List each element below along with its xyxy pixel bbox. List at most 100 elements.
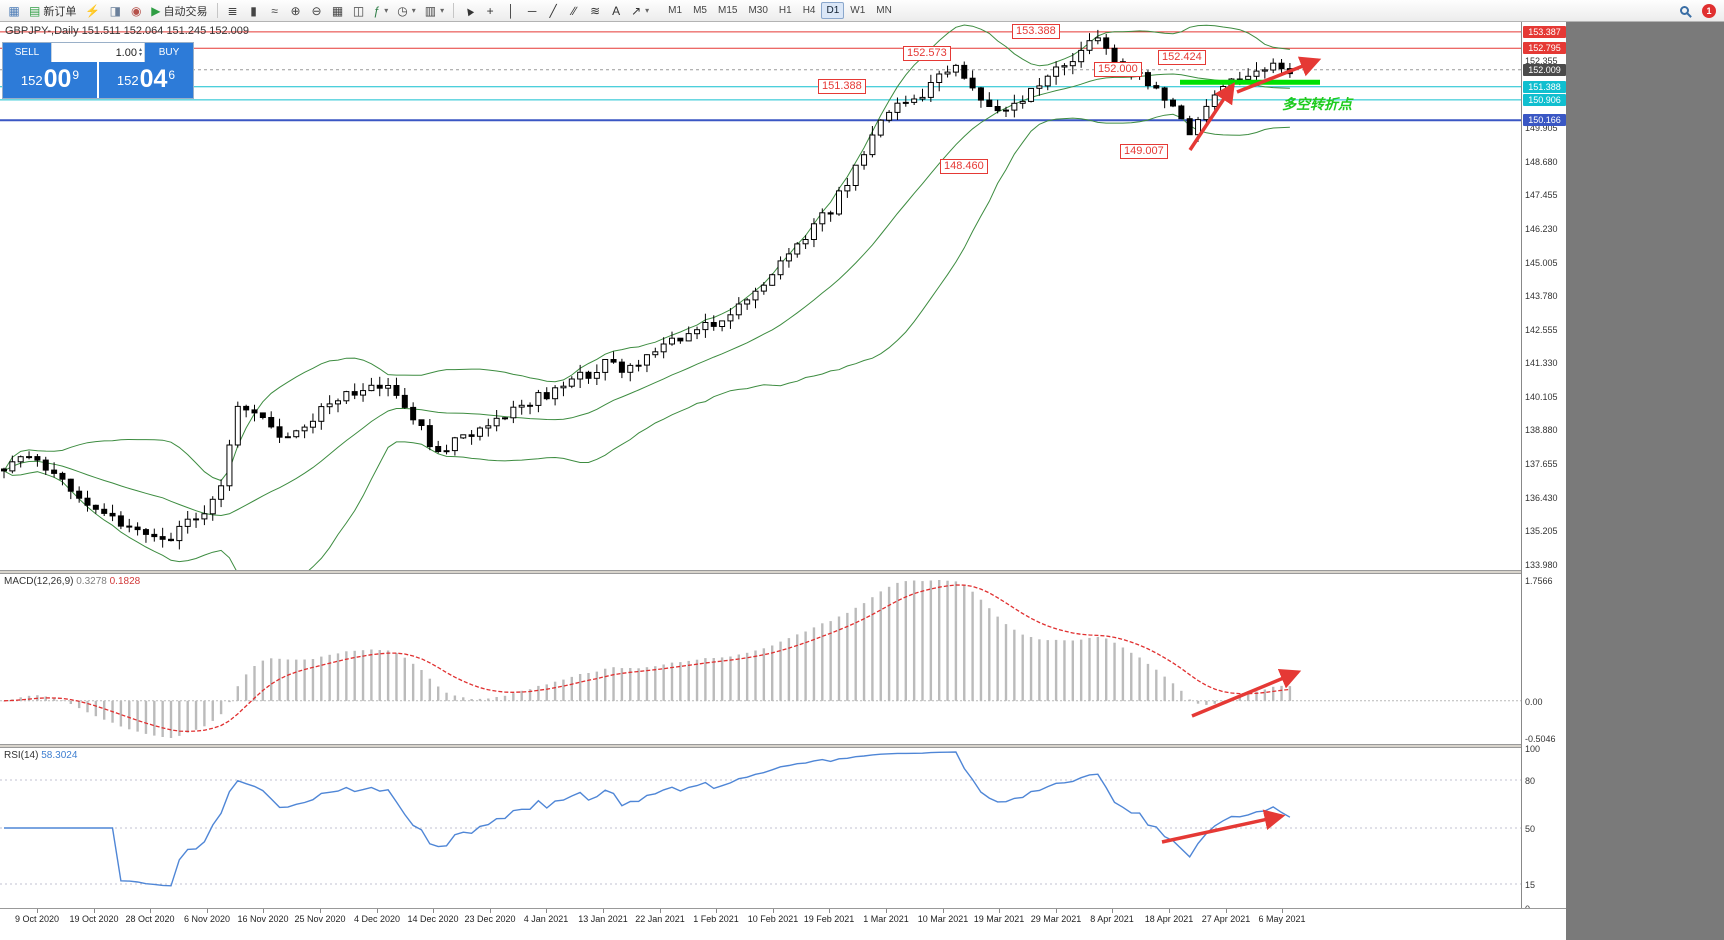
price-axis-label: 137.655 bbox=[1525, 459, 1558, 469]
bar-chart-icon: ≣ bbox=[227, 3, 238, 18]
rsi-indicator-label: RSI(14) 58.3024 bbox=[4, 750, 77, 761]
zoom-in-button[interactable]: ⊕ bbox=[286, 2, 306, 20]
chart-window[interactable]: 152.355 149.905 148.680 147.455 146.230 145.0… bbox=[0, 22, 1566, 940]
vertical-line-button[interactable]: │ bbox=[501, 2, 521, 20]
trendline-button[interactable]: ╱ bbox=[543, 2, 563, 20]
notification-badge[interactable]: 1 bbox=[1702, 3, 1716, 18]
time-tick bbox=[94, 909, 95, 913]
rsi-axis-label: 15 bbox=[1525, 880, 1536, 890]
fibonacci-icon: ≋ bbox=[590, 3, 601, 18]
time-tick bbox=[37, 909, 38, 913]
price-annotation-label[interactable]: 148.460 bbox=[940, 159, 988, 174]
tile-windows-button[interactable]: ▦ bbox=[328, 2, 348, 20]
time-axis-label: 25 Nov 2020 bbox=[294, 914, 346, 924]
arrows-tool-icon: ↗ bbox=[631, 3, 642, 18]
candlestick-chart-button[interactable]: ▮ bbox=[244, 2, 264, 20]
timeframe-m1[interactable]: M1 bbox=[668, 5, 683, 16]
price-axis-label: 133.980 bbox=[1525, 559, 1558, 570]
price-axis-label: 135.205 bbox=[1525, 526, 1558, 537]
buy-price-button[interactable]: 152 04 6 bbox=[99, 62, 193, 98]
volume-down-icon[interactable]: ▾ bbox=[138, 51, 142, 58]
alerts-icon: ◉ bbox=[131, 3, 142, 18]
price-axis-label: 146.230 bbox=[1525, 224, 1558, 235]
price-annotation-label[interactable]: 153.388 bbox=[1012, 24, 1060, 39]
time-axis-label: 10 Mar 2021 bbox=[917, 914, 969, 924]
price-tag: 151.388 bbox=[1523, 81, 1566, 93]
price-annotation-label[interactable]: 149.007 bbox=[1120, 144, 1168, 159]
price-tag: 153.387 bbox=[1523, 26, 1566, 38]
new-order-button[interactable]: ▤ 新订单 bbox=[25, 2, 80, 20]
timeframe-m5[interactable]: M5 bbox=[693, 5, 707, 16]
crosshair-icon: + bbox=[486, 3, 494, 18]
new-order-icon: ▤ bbox=[29, 3, 41, 18]
main-price-panel[interactable] bbox=[0, 22, 1521, 591]
time-axis-label: 10 Feb 2021 bbox=[747, 914, 799, 924]
time-axis-label: 19 Mar 2021 bbox=[973, 914, 1025, 924]
alerts-button[interactable]: ◉ bbox=[126, 2, 146, 20]
time-axis-label: 13 Jan 2021 bbox=[578, 914, 628, 924]
toolbar-separator bbox=[216, 3, 218, 18]
time-axis-label: 4 Jan 2021 bbox=[523, 914, 569, 924]
turning-point-annotation[interactable]: 多空转折点 bbox=[1282, 96, 1352, 112]
panel-splitter-macd[interactable] bbox=[0, 570, 1566, 574]
macd-panel[interactable] bbox=[0, 574, 1521, 744]
mdi-background bbox=[1567, 22, 1724, 940]
data-window-button[interactable]: ◨ bbox=[105, 2, 125, 20]
time-tick bbox=[1282, 909, 1283, 913]
time-axis-label: 23 Dec 2020 bbox=[464, 914, 516, 924]
time-axis-label: 6 Nov 2020 bbox=[183, 914, 231, 924]
timeframe-m15[interactable]: M15 bbox=[717, 5, 738, 16]
timeframe-h4[interactable]: H4 bbox=[802, 5, 816, 16]
time-axis-label: 4 Dec 2020 bbox=[353, 914, 401, 924]
indicators-button[interactable]: ƒ ▾ bbox=[370, 2, 393, 20]
sell-price-big: 00 bbox=[43, 65, 72, 93]
crosshair-button[interactable]: + bbox=[480, 2, 500, 20]
cursor-button[interactable]: ▲ bbox=[459, 1, 479, 19]
time-tick bbox=[660, 909, 661, 913]
metaeditor-button[interactable]: ⚡ bbox=[81, 2, 104, 20]
trendline-icon: ╱ bbox=[549, 3, 557, 18]
time-tick bbox=[886, 909, 887, 913]
timeframe-w1[interactable]: W1 bbox=[850, 5, 866, 16]
autotrading-button[interactable]: ▶ 自动交易 bbox=[147, 2, 211, 20]
line-chart-button[interactable]: ≈ bbox=[265, 2, 285, 20]
price-annotation-label[interactable]: 151.388 bbox=[818, 79, 866, 94]
arrange-windows-button[interactable]: ◫ bbox=[349, 2, 369, 20]
volume-stepper[interactable]: ▴ ▾ bbox=[138, 46, 142, 58]
time-axis-label: 29 Mar 2021 bbox=[1030, 914, 1082, 924]
chevron-down-icon: ▾ bbox=[440, 6, 445, 15]
panel-splitter-rsi[interactable] bbox=[0, 744, 1566, 748]
time-axis-label: 16 Nov 2020 bbox=[237, 914, 289, 924]
price-annotation-label[interactable]: 152.424 bbox=[1158, 50, 1206, 65]
rsi-panel[interactable] bbox=[0, 748, 1521, 908]
price-annotation-label[interactable]: 152.573 bbox=[903, 46, 951, 61]
channel-button[interactable]: ∕∕ bbox=[564, 2, 584, 20]
time-tick bbox=[716, 909, 717, 913]
sell-button[interactable]: SELL bbox=[3, 43, 51, 62]
fibonacci-button[interactable]: ≋ bbox=[585, 2, 605, 20]
text-button[interactable]: A bbox=[606, 2, 626, 20]
new-chart-button[interactable]: ▦ bbox=[4, 2, 24, 20]
buy-button[interactable]: BUY bbox=[145, 43, 193, 62]
timeframe-mn[interactable]: MN bbox=[876, 5, 892, 16]
periods-button[interactable]: ◷ ▾ bbox=[393, 2, 420, 20]
volume-input[interactable]: 1.00 ▴ ▾ bbox=[51, 43, 145, 62]
search-icon[interactable] bbox=[1674, 2, 1694, 20]
price-annotation-label[interactable]: 152.000 bbox=[1094, 62, 1142, 77]
bar-chart-button[interactable]: ≣ bbox=[223, 2, 243, 20]
templates-button[interactable]: ▥ ▾ bbox=[421, 2, 448, 20]
timeframe-m30[interactable]: M30 bbox=[748, 5, 768, 16]
time-tick bbox=[603, 909, 604, 913]
buy-price-pip: 6 bbox=[168, 68, 176, 82]
timeframe-h1[interactable]: H1 bbox=[778, 5, 792, 16]
time-axis: 9 Oct 2020 19 Oct 2020 28 Oct 2020 6 Nov 20… bbox=[0, 908, 1566, 940]
horizontal-line-button[interactable]: ─ bbox=[522, 2, 542, 20]
line-chart-icon: ≈ bbox=[271, 3, 278, 18]
timeframe-d1[interactable]: D1 bbox=[821, 2, 845, 19]
sell-price-button[interactable]: 152 00 9 bbox=[3, 62, 97, 98]
text-icon: A bbox=[612, 3, 621, 18]
volume-up-icon[interactable]: ▴ bbox=[138, 46, 142, 53]
arrows-tool-button[interactable]: ↗ ▾ bbox=[627, 2, 653, 20]
zoom-out-button[interactable]: ⊖ bbox=[307, 2, 327, 20]
time-tick bbox=[150, 909, 151, 913]
